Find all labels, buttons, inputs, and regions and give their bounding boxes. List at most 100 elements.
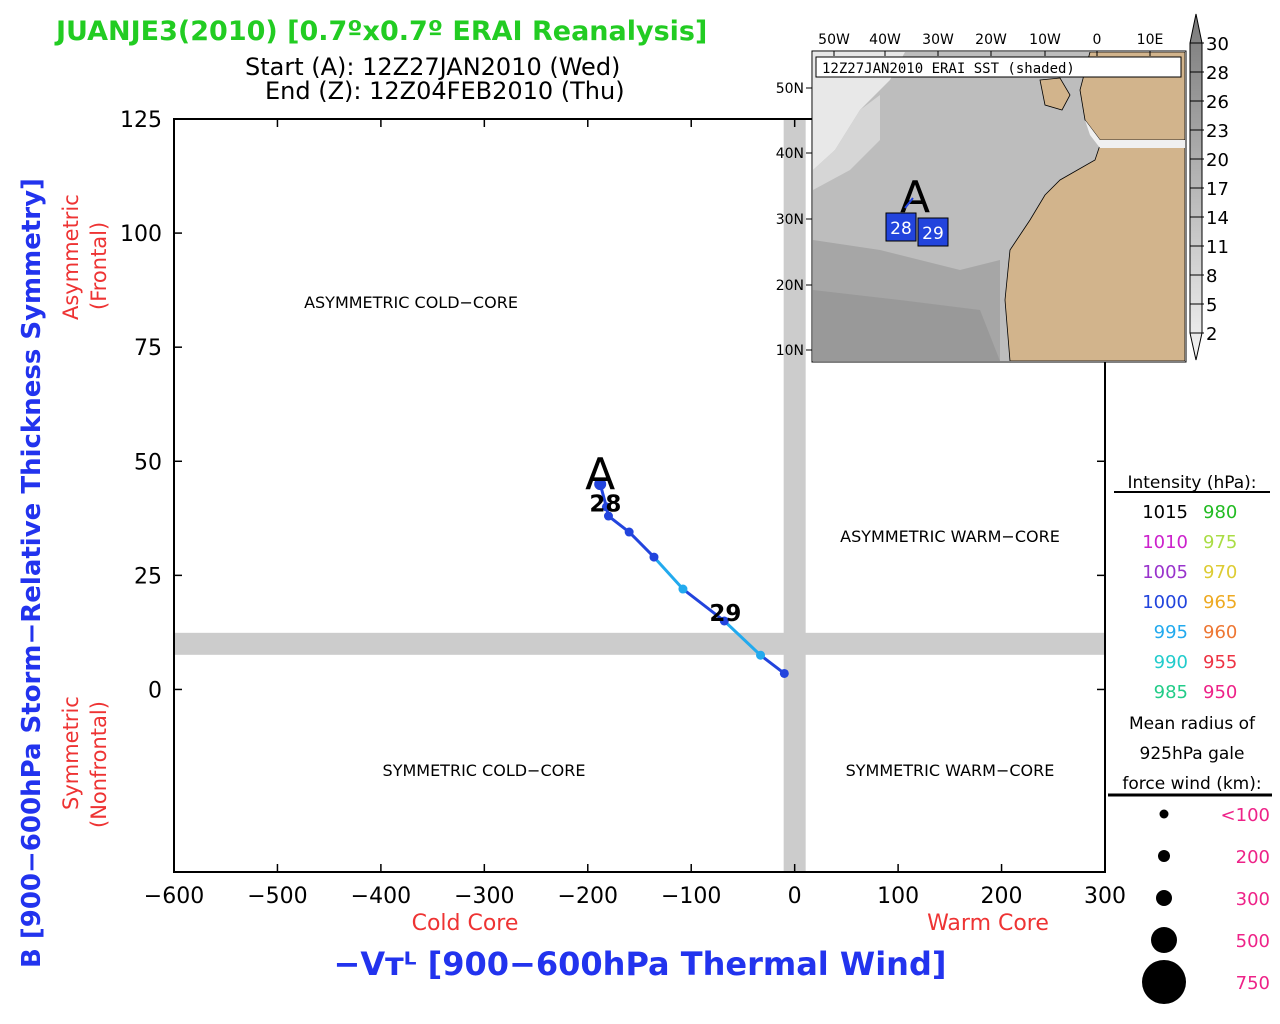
colorbar-label: 14 xyxy=(1206,208,1229,229)
quadrant-asymmetric-warm-core: ASYMMETRIC WARM−CORE xyxy=(840,527,1060,546)
inset-day-label-29: 29 xyxy=(922,224,944,244)
inset-lon-label: 50W xyxy=(818,32,850,48)
inset-lon-label: 0 xyxy=(1093,32,1102,48)
radius-legend-dot xyxy=(1158,850,1170,862)
sst-field xyxy=(813,52,1185,361)
intensity-value-right: 950 xyxy=(1203,682,1237,703)
radius-legend-title-line2: 925hPa gale xyxy=(1140,744,1245,764)
x-tick-label: −500 xyxy=(247,884,307,909)
inset-lon-label: 10W xyxy=(1029,32,1061,48)
track-point xyxy=(624,527,634,537)
track-point xyxy=(601,502,611,512)
inset-lon-label: 20W xyxy=(975,32,1007,48)
track-point xyxy=(756,650,766,660)
track-segment xyxy=(628,530,656,559)
cold-core-label: Cold Core xyxy=(412,911,519,936)
intensity-legend-title: Intensity (hPa): xyxy=(1127,473,1256,493)
warm-core-label: Warm Core xyxy=(927,911,1049,936)
inset-day-label-28: 28 xyxy=(890,219,912,239)
track-point xyxy=(719,616,729,626)
intensity-value-left: 1015 xyxy=(1142,502,1188,523)
track-day-label: 28 xyxy=(589,491,621,517)
threshold-bands xyxy=(174,119,1105,872)
asymmetric-label: Asymmetric (Frontal) xyxy=(59,194,111,320)
start-time-label: Start (A): 12Z27JAN2010 (Wed) xyxy=(245,53,620,81)
track-point xyxy=(779,668,789,678)
y-axis-ticks: 125 100 75 50 25 0 xyxy=(120,108,1105,703)
threshold-band-horizontal xyxy=(174,632,1105,655)
symmetric-label: Symmetric (Nonfrontal) xyxy=(59,696,111,828)
colorbar-label: 11 xyxy=(1206,237,1229,258)
x-tick-label: −300 xyxy=(454,884,514,909)
intensity-value-right: 970 xyxy=(1203,562,1237,583)
x-tick-label: 300 xyxy=(1084,884,1126,909)
plot-frame xyxy=(173,118,1106,873)
radius-legend-title-line3: force wind (km): xyxy=(1122,774,1261,794)
cyclone-track: A28 29 xyxy=(585,449,789,678)
colorbar-label: 30 xyxy=(1206,34,1229,55)
inset-lon-label: 40W xyxy=(869,32,901,48)
inset-lat-label: 20N xyxy=(776,278,804,294)
colorbar-label: 23 xyxy=(1206,121,1229,142)
radius-legend-rows: <100 200 300 500 750 xyxy=(1142,805,1270,1004)
track-point xyxy=(603,511,613,521)
intensity-value-right: 980 xyxy=(1203,502,1237,523)
threshold-band-vertical xyxy=(783,119,806,872)
track-segment xyxy=(723,619,762,657)
track-segment xyxy=(759,654,786,675)
intensity-value-left: 985 xyxy=(1154,682,1188,703)
x-tick-label: 0 xyxy=(788,884,802,909)
symmetric-label-line2: (Nonfrontal) xyxy=(87,701,111,828)
inset-lon-label: 30W xyxy=(922,32,954,48)
inset-lat-label: 10N xyxy=(776,343,804,359)
inset-lat-label: 50N xyxy=(776,81,804,97)
colorbar-label: 17 xyxy=(1206,179,1229,200)
x-tick-label: −600 xyxy=(144,884,204,909)
x-tick-label: 200 xyxy=(981,884,1023,909)
radius-legend-dot xyxy=(1151,927,1177,953)
quadrant-symmetric-warm-core: SYMMETRIC WARM−CORE xyxy=(846,761,1055,780)
inset-axes: 50W 40W 30W 20W 10W 0 10E 50N 40N 30N 20N 10N xyxy=(776,32,1164,359)
intensity-value-left: 1005 xyxy=(1142,562,1188,583)
radius-legend-label: <100 xyxy=(1221,805,1270,826)
intensity-value-right: 960 xyxy=(1203,622,1237,643)
intensity-value-left: 1010 xyxy=(1142,532,1188,553)
y-axis-title: B [900−600hPa Storm−Relative Thickness S… xyxy=(17,178,47,968)
intensity-legend-rows: 1015 980 1010 975 1005 970 1000 965 995 960 990 955… xyxy=(1142,502,1237,703)
track-segment xyxy=(682,587,726,623)
inset-day-box-28 xyxy=(885,212,917,242)
radius-legend-label: 750 xyxy=(1236,973,1270,994)
inset-lat-label: 30N xyxy=(776,212,804,228)
intensity-value-right: 955 xyxy=(1203,652,1237,673)
sst-colorbar-bar xyxy=(1189,13,1203,361)
intensity-value-left: 1000 xyxy=(1142,592,1188,613)
y-tick-label: 0 xyxy=(148,678,162,703)
asymmetric-label-line2: (Frontal) xyxy=(87,222,111,310)
sst-colorbar: 30 28 26 23 20 17 14 11 8 5 2 xyxy=(1189,13,1229,361)
track-point xyxy=(678,584,688,594)
symmetric-label-line1: Symmetric xyxy=(59,696,83,810)
radius-legend-label: 200 xyxy=(1236,847,1270,868)
intensity-value-right: 975 xyxy=(1203,532,1237,553)
inset-lon-label: 10E xyxy=(1137,32,1164,48)
legend: Intensity (hPa): 1015 980 1010 975 1005 970 10… xyxy=(1108,473,1272,1004)
intensity-value-right: 965 xyxy=(1203,592,1237,613)
y-tick-label: 100 xyxy=(120,222,162,247)
quadrant-asymmetric-cold-core: ASYMMETRIC COLD−CORE xyxy=(304,293,518,312)
x-axis-ticks: −600 −500 −400 −300 −200 −100 0 100 200 300 xyxy=(144,119,1126,909)
x-tick-label: 100 xyxy=(877,884,919,909)
inset-map: 50W 40W 30W 20W 10W 0 10E 50N 40N 30N 20N 10N 12Z27… xyxy=(776,32,1187,363)
quadrant-symmetric-cold-core: SYMMETRIC COLD−CORE xyxy=(383,761,586,780)
radius-legend-dot xyxy=(1156,890,1172,906)
y-tick-label: 75 xyxy=(134,336,162,361)
sst-colorbar-labels: 30 28 26 23 20 17 14 11 8 5 2 xyxy=(1190,34,1229,345)
inset-lat-label: 40N xyxy=(776,146,804,162)
colorbar-label: 8 xyxy=(1206,266,1217,287)
inset-track-segment xyxy=(904,197,914,209)
inset-title: 12Z27JAN2010 ERAI SST (shaded) xyxy=(822,61,1075,77)
radius-legend-label: 300 xyxy=(1236,889,1270,910)
colorbar-label: 2 xyxy=(1206,324,1217,345)
intensity-value-left: 995 xyxy=(1154,622,1188,643)
colorbar-label: 26 xyxy=(1206,92,1229,113)
